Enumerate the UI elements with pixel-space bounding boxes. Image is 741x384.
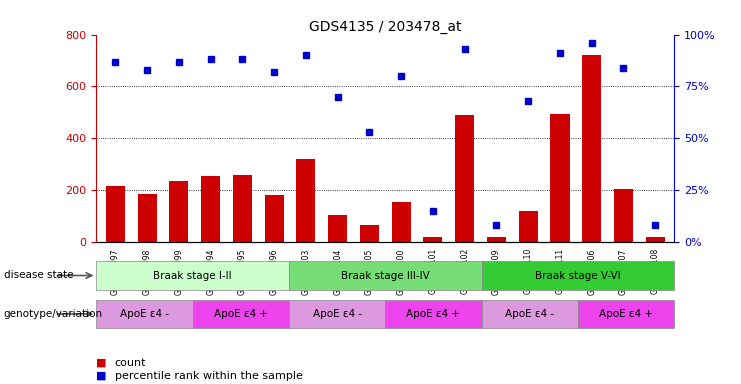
- Bar: [551, 114, 570, 242]
- Bar: [233, 175, 252, 242]
- Bar: [582, 55, 601, 242]
- Bar: [392, 202, 411, 242]
- Bar: [289, 261, 482, 290]
- Text: percentile rank within the sample: percentile rank within the sample: [115, 371, 303, 381]
- Text: ApoE ε4 -: ApoE ε4 -: [505, 309, 554, 319]
- Bar: [289, 300, 385, 328]
- Bar: [193, 300, 289, 328]
- Bar: [455, 115, 474, 242]
- Text: ApoE ε4 -: ApoE ε4 -: [313, 309, 362, 319]
- Bar: [138, 194, 156, 242]
- Text: disease state: disease state: [4, 270, 73, 280]
- Bar: [578, 300, 674, 328]
- Text: ApoE ε4 +: ApoE ε4 +: [599, 309, 653, 319]
- Text: Braak stage V-VI: Braak stage V-VI: [535, 270, 621, 281]
- Bar: [482, 300, 578, 328]
- Bar: [614, 189, 633, 242]
- Bar: [482, 261, 674, 290]
- Text: ■: ■: [96, 371, 107, 381]
- Bar: [296, 159, 316, 242]
- Bar: [265, 195, 284, 242]
- Text: ApoE ε4 -: ApoE ε4 -: [120, 309, 169, 319]
- Text: Braak stage I-II: Braak stage I-II: [153, 270, 232, 281]
- Text: ApoE ε4 +: ApoE ε4 +: [407, 309, 460, 319]
- Bar: [487, 237, 506, 242]
- Text: ApoE ε4 +: ApoE ε4 +: [214, 309, 268, 319]
- Bar: [96, 261, 289, 290]
- Text: Braak stage III-IV: Braak stage III-IV: [341, 270, 430, 281]
- Bar: [519, 211, 538, 242]
- Bar: [170, 181, 188, 242]
- Text: ■: ■: [96, 358, 107, 368]
- Bar: [385, 300, 482, 328]
- Text: count: count: [115, 358, 147, 368]
- Title: GDS4135 / 203478_at: GDS4135 / 203478_at: [309, 20, 462, 33]
- Bar: [106, 186, 125, 242]
- Text: genotype/variation: genotype/variation: [4, 309, 103, 319]
- Bar: [423, 237, 442, 242]
- Bar: [645, 237, 665, 242]
- Bar: [201, 176, 220, 242]
- Bar: [96, 300, 193, 328]
- Bar: [360, 225, 379, 242]
- Bar: [328, 215, 348, 242]
